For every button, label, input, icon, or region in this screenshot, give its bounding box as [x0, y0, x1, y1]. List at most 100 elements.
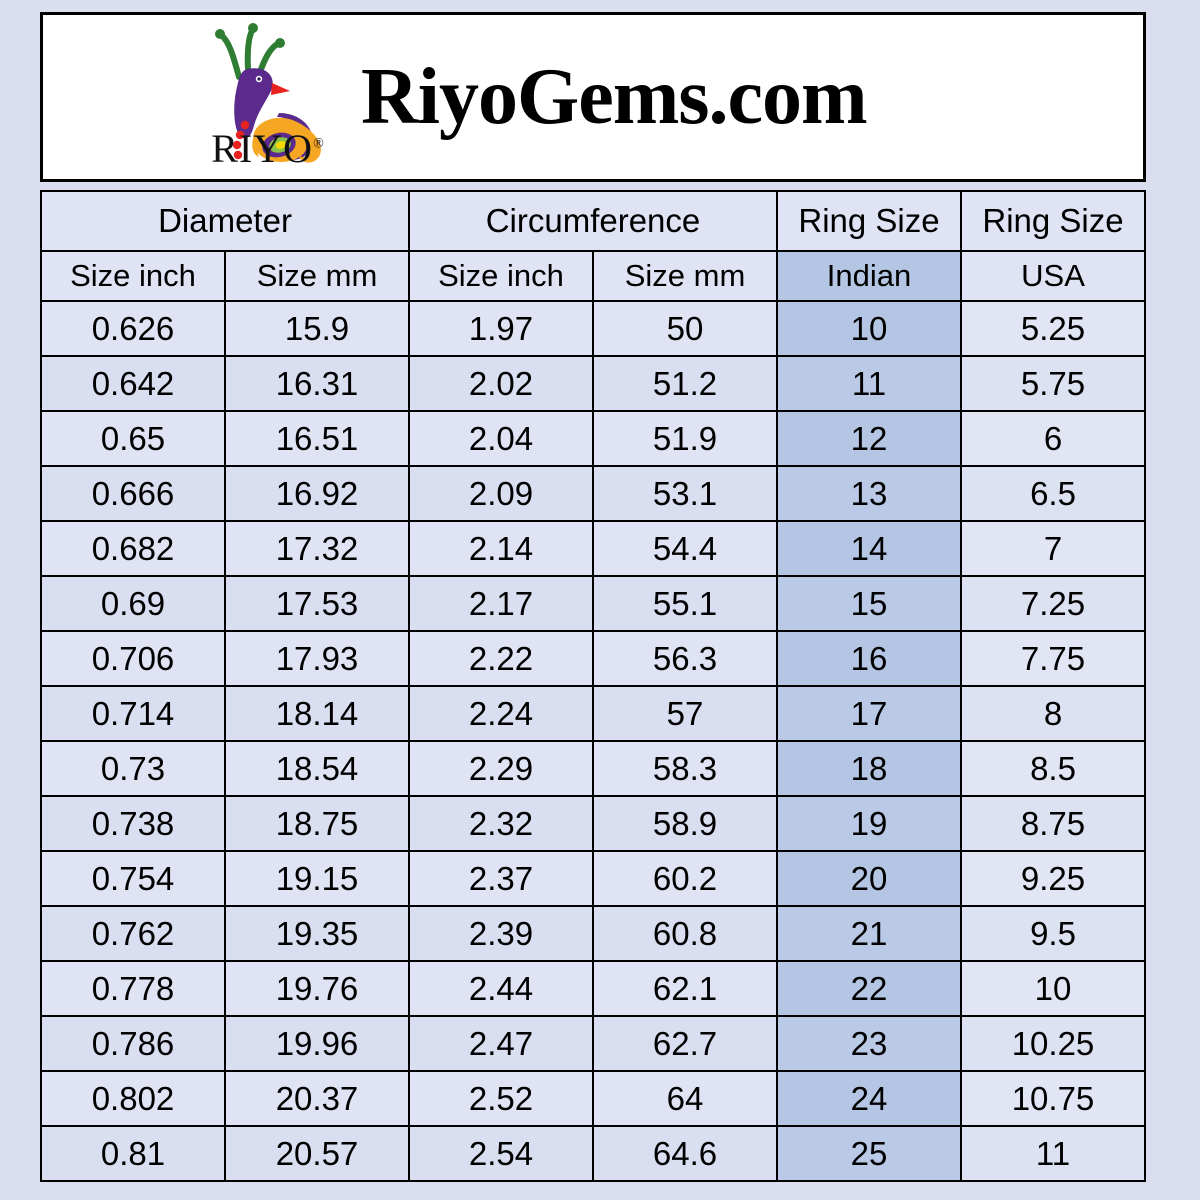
- cell-ring-size-usa: 9.5: [960, 905, 1146, 962]
- cell-ring-size-usa: 8: [960, 685, 1146, 742]
- cell-ring-size-usa: 11: [960, 1125, 1146, 1182]
- cell-ring-size-usa: 6.5: [960, 465, 1146, 522]
- table-head: Diameter Circumference Ring Size Ring Si…: [40, 190, 1146, 302]
- cell-circumference-inch: 2.22: [408, 630, 594, 687]
- cell-diameter-inch: 0.762: [40, 905, 226, 962]
- cell-diameter-mm: 17.32: [224, 520, 410, 577]
- cell-diameter-mm: 15.9: [224, 300, 410, 357]
- cell-ring-size-indian: 20: [776, 850, 962, 907]
- cell-circumference-mm: 51.2: [592, 355, 778, 412]
- cell-circumference-mm: 51.9: [592, 410, 778, 467]
- cell-circumference-mm: 60.8: [592, 905, 778, 962]
- table-row: 0.81 20.57 2.54 64.6 25 11: [40, 1125, 1146, 1182]
- cell-diameter-mm: 19.15: [224, 850, 410, 907]
- table-row: 0.754 19.15 2.37 60.2 20 9.25: [40, 850, 1146, 907]
- cell-ring-size-indian: 18: [776, 740, 962, 797]
- cell-diameter-inch: 0.706: [40, 630, 226, 687]
- cell-circumference-mm: 60.2: [592, 850, 778, 907]
- cell-ring-size-indian: 14: [776, 520, 962, 577]
- cell-diameter-mm: 19.96: [224, 1015, 410, 1072]
- cell-ring-size-indian: 12: [776, 410, 962, 467]
- cell-circumference-mm: 64: [592, 1070, 778, 1127]
- cell-circumference-inch: 2.17: [408, 575, 594, 632]
- table-row: 0.642 16.31 2.02 51.2 11 5.75: [40, 355, 1146, 412]
- group-header-row: Diameter Circumference Ring Size Ring Si…: [40, 190, 1146, 252]
- cell-diameter-inch: 0.682: [40, 520, 226, 577]
- table-row: 0.69 17.53 2.17 55.1 15 7.25: [40, 575, 1146, 632]
- sub-header-circumference-inch: Size inch: [408, 250, 594, 302]
- group-header-diameter: Diameter: [40, 190, 410, 252]
- table-row: 0.786 19.96 2.47 62.7 23 10.25: [40, 1015, 1146, 1072]
- cell-circumference-mm: 58.9: [592, 795, 778, 852]
- cell-circumference-inch: 2.04: [408, 410, 594, 467]
- cell-diameter-inch: 0.714: [40, 685, 226, 742]
- cell-circumference-inch: 2.24: [408, 685, 594, 742]
- cell-ring-size-indian: 19: [776, 795, 962, 852]
- cell-circumference-inch: 2.32: [408, 795, 594, 852]
- cell-ring-size-usa: 9.25: [960, 850, 1146, 907]
- cell-circumference-mm: 55.1: [592, 575, 778, 632]
- table-row: 0.738 18.75 2.32 58.9 19 8.75: [40, 795, 1146, 852]
- cell-circumference-mm: 62.1: [592, 960, 778, 1017]
- cell-circumference-mm: 58.3: [592, 740, 778, 797]
- cell-diameter-mm: 16.31: [224, 355, 410, 412]
- table-row: 0.73 18.54 2.29 58.3 18 8.5: [40, 740, 1146, 797]
- cell-circumference-mm: 54.4: [592, 520, 778, 577]
- sub-header-diameter-mm: Size mm: [224, 250, 410, 302]
- cell-circumference-mm: 53.1: [592, 465, 778, 522]
- cell-ring-size-indian: 11: [776, 355, 962, 412]
- cell-ring-size-usa: 7: [960, 520, 1146, 577]
- cell-circumference-inch: 2.37: [408, 850, 594, 907]
- sub-header-usa: USA: [960, 250, 1146, 302]
- cell-circumference-inch: 2.29: [408, 740, 594, 797]
- cell-circumference-inch: 2.14: [408, 520, 594, 577]
- ring-size-table: Diameter Circumference Ring Size Ring Si…: [40, 190, 1146, 1182]
- cell-diameter-mm: 18.75: [224, 795, 410, 852]
- cell-diameter-mm: 18.54: [224, 740, 410, 797]
- cell-diameter-inch: 0.73: [40, 740, 226, 797]
- cell-circumference-mm: 64.6: [592, 1125, 778, 1182]
- cell-circumference-inch: 2.39: [408, 905, 594, 962]
- cell-diameter-mm: 17.93: [224, 630, 410, 687]
- cell-circumference-mm: 50: [592, 300, 778, 357]
- registered-trademark-icon: ®: [313, 136, 325, 152]
- cell-ring-size-indian: 24: [776, 1070, 962, 1127]
- riyo-wordmark-text: RIYO: [211, 126, 314, 171]
- cell-diameter-inch: 0.69: [40, 575, 226, 632]
- cell-diameter-inch: 0.754: [40, 850, 226, 907]
- cell-ring-size-indian: 15: [776, 575, 962, 632]
- cell-diameter-mm: 19.76: [224, 960, 410, 1017]
- cell-diameter-inch: 0.802: [40, 1070, 226, 1127]
- cell-ring-size-usa: 7.25: [960, 575, 1146, 632]
- peacock-icon: [215, 23, 321, 163]
- cell-ring-size-usa: 7.75: [960, 630, 1146, 687]
- cell-ring-size-indian: 22: [776, 960, 962, 1017]
- cell-diameter-inch: 0.626: [40, 300, 226, 357]
- table-row: 0.778 19.76 2.44 62.1 22 10: [40, 960, 1146, 1017]
- brand-title: RiyoGems.com: [361, 53, 868, 141]
- group-header-ring-size-indian: Ring Size: [776, 190, 962, 252]
- cell-ring-size-usa: 8.75: [960, 795, 1146, 852]
- table-row: 0.666 16.92 2.09 53.1 13 6.5: [40, 465, 1146, 522]
- cell-diameter-inch: 0.642: [40, 355, 226, 412]
- cell-diameter-mm: 16.92: [224, 465, 410, 522]
- cell-diameter-inch: 0.65: [40, 410, 226, 467]
- cell-circumference-inch: 2.54: [408, 1125, 594, 1182]
- table-row: 0.706 17.93 2.22 56.3 16 7.75: [40, 630, 1146, 687]
- cell-circumference-inch: 1.97: [408, 300, 594, 357]
- cell-diameter-inch: 0.81: [40, 1125, 226, 1182]
- cell-circumference-mm: 57: [592, 685, 778, 742]
- riyo-wordmark: RIYO®: [193, 129, 343, 169]
- cell-ring-size-indian: 17: [776, 685, 962, 742]
- table-row: 0.626 15.9 1.97 50 10 5.25: [40, 300, 1146, 357]
- cell-diameter-inch: 0.778: [40, 960, 226, 1017]
- table-row: 0.682 17.32 2.14 54.4 14 7: [40, 520, 1146, 577]
- cell-diameter-mm: 17.53: [224, 575, 410, 632]
- cell-diameter-mm: 20.37: [224, 1070, 410, 1127]
- cell-diameter-mm: 16.51: [224, 410, 410, 467]
- cell-diameter-mm: 20.57: [224, 1125, 410, 1182]
- cell-ring-size-indian: 13: [776, 465, 962, 522]
- table-row: 0.714 18.14 2.24 57 17 8: [40, 685, 1146, 742]
- group-header-ring-size-usa: Ring Size: [960, 190, 1146, 252]
